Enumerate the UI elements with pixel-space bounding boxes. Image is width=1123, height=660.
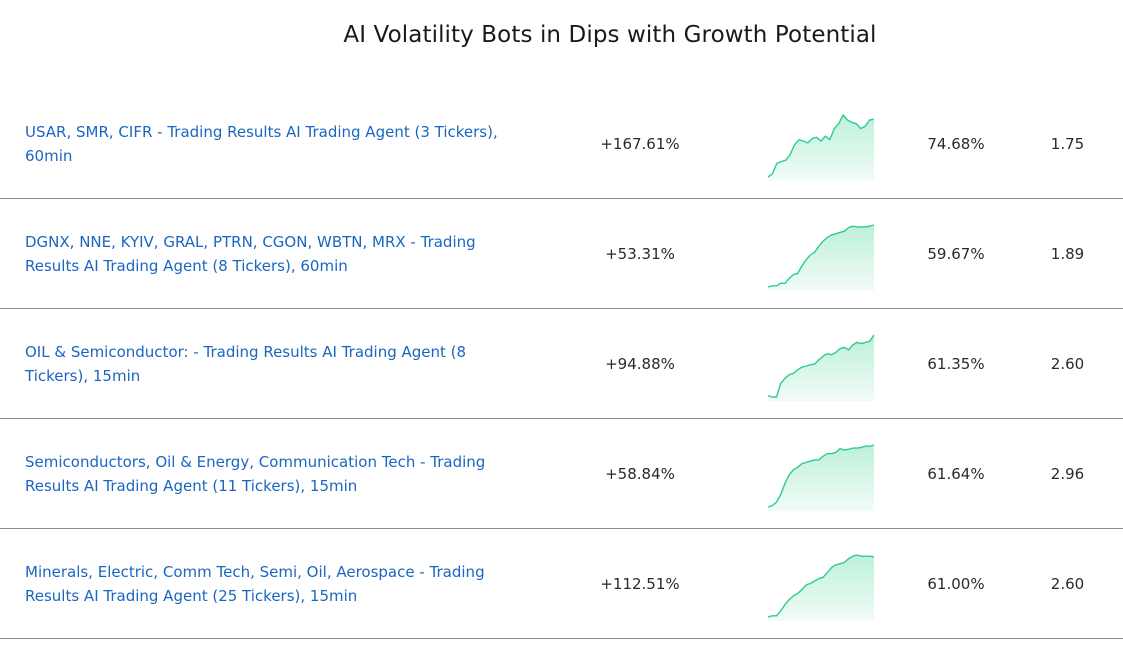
profit-factor-value: 1.89 [1050, 244, 1085, 263]
return-value: +112.51% [600, 574, 680, 593]
table-row: Semiconductors, Oil & Energy, Communicat… [0, 419, 1123, 529]
sparkline-chart [767, 334, 875, 401]
win-rate-value: 59.67% [927, 244, 985, 263]
return-value: +94.88% [605, 354, 675, 373]
sparkline-line [767, 334, 875, 398]
sparkline-line [767, 554, 875, 618]
sparkline-area [768, 555, 874, 621]
table-row: Minerals, Electric, Comm Tech, Semi, Oil… [0, 529, 1123, 639]
bot-name-link[interactable]: DGNX, NNE, KYIV, GRAL, PTRN, CGON, WBTN,… [25, 232, 476, 275]
sparkline-area [768, 225, 874, 291]
sparkline-chart [767, 554, 875, 621]
profit-factor-value: 2.60 [1050, 574, 1085, 593]
profit-factor-value: 2.60 [1050, 354, 1085, 373]
bot-name-link[interactable]: Minerals, Electric, Comm Tech, Semi, Oil… [25, 562, 485, 605]
sparkline-chart [767, 444, 875, 511]
return-value: +53.31% [605, 244, 675, 263]
bot-list: USAR, SMR, CIFR - Trading Results AI Tra… [0, 89, 1123, 639]
sparkline-line [767, 444, 875, 508]
table-row: USAR, SMR, CIFR - Trading Results AI Tra… [0, 89, 1123, 199]
win-rate-value: 74.68% [927, 134, 985, 153]
table-row: OIL & Semiconductor: - Trading Results A… [0, 309, 1123, 419]
bot-name-link[interactable]: OIL & Semiconductor: - Trading Results A… [25, 342, 467, 385]
sparkline-line [767, 114, 875, 178]
win-rate-value: 61.00% [927, 574, 985, 593]
return-value: +58.84% [605, 464, 675, 483]
sparkline-area [768, 115, 874, 181]
sparkline-area [768, 445, 874, 511]
table-row: DGNX, NNE, KYIV, GRAL, PTRN, CGON, WBTN,… [0, 199, 1123, 309]
sparkline-chart [767, 224, 875, 291]
page-title: AI Volatility Bots in Dips with Growth P… [343, 22, 877, 48]
sparkline-line [767, 224, 875, 288]
sparkline-chart [767, 114, 875, 181]
bot-name-link[interactable]: USAR, SMR, CIFR - Trading Results AI Tra… [25, 122, 498, 165]
sparkline-area [768, 335, 874, 401]
bot-name-link[interactable]: Semiconductors, Oil & Energy, Communicat… [25, 452, 486, 495]
profit-factor-value: 2.96 [1050, 464, 1085, 483]
win-rate-value: 61.35% [927, 354, 985, 373]
return-value: +167.61% [600, 134, 680, 153]
profit-factor-value: 1.75 [1050, 134, 1085, 153]
win-rate-value: 61.64% [927, 464, 985, 483]
